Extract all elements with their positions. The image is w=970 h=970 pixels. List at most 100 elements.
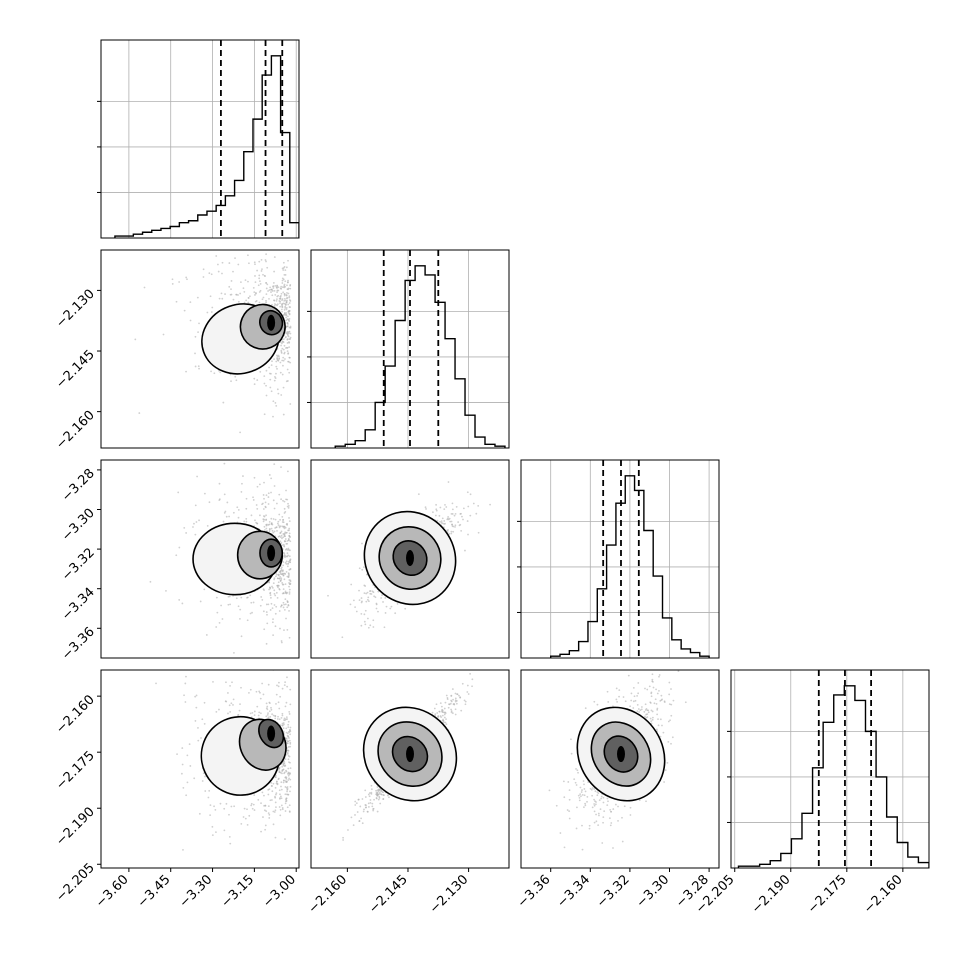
scatter-point bbox=[445, 723, 448, 726]
scatter-point bbox=[263, 382, 266, 385]
scatter-point bbox=[249, 295, 251, 298]
scatter-point bbox=[283, 500, 286, 503]
scatter-point bbox=[270, 523, 273, 525]
scatter-point bbox=[363, 584, 366, 587]
scatter-point bbox=[265, 299, 267, 302]
scatter-point bbox=[270, 288, 273, 291]
scatter-point bbox=[578, 797, 581, 799]
scatter-point bbox=[621, 840, 624, 843]
scatter-point bbox=[273, 299, 275, 302]
scatter-point bbox=[242, 287, 245, 290]
scatter-point bbox=[660, 694, 663, 697]
scatter-point bbox=[599, 808, 602, 811]
scatter-point bbox=[240, 491, 243, 493]
scatter-point bbox=[272, 634, 275, 637]
scatter-point bbox=[243, 520, 246, 523]
ytick-label: −2.205 bbox=[53, 860, 98, 905]
scatter-point bbox=[376, 792, 379, 795]
scatter-point bbox=[251, 807, 254, 810]
scatter-point bbox=[283, 723, 285, 726]
scatter-point bbox=[443, 508, 446, 511]
scatter-point bbox=[286, 315, 289, 318]
scatter-point bbox=[548, 789, 551, 792]
scatter-point bbox=[655, 702, 658, 705]
scatter-point bbox=[271, 713, 274, 716]
scatter-point bbox=[253, 377, 256, 380]
pair-1-0-contours bbox=[201, 303, 286, 375]
scatter-point bbox=[281, 303, 283, 306]
density-peak bbox=[267, 545, 276, 562]
scatter-point bbox=[372, 626, 375, 628]
scatter-point bbox=[367, 600, 370, 603]
scatter-point bbox=[354, 606, 356, 609]
scatter-point bbox=[287, 504, 290, 507]
scatter-point bbox=[221, 441, 223, 443]
scatter-point bbox=[263, 809, 266, 812]
scatter-point bbox=[364, 609, 367, 612]
scatter-point bbox=[220, 292, 223, 295]
scatter-point bbox=[668, 703, 671, 706]
scatter-point bbox=[272, 518, 275, 520]
scatter-point bbox=[209, 814, 212, 817]
scatter-point bbox=[265, 494, 268, 497]
scatter-point bbox=[281, 772, 283, 775]
scatter-point bbox=[450, 530, 453, 533]
scatter-point bbox=[275, 526, 278, 529]
scatter-point bbox=[663, 701, 666, 704]
scatter-point bbox=[283, 572, 286, 575]
scatter-point bbox=[644, 687, 646, 690]
scatter-point bbox=[265, 603, 268, 606]
scatter-point bbox=[281, 373, 284, 376]
scatter-point bbox=[278, 513, 281, 516]
scatter-point bbox=[594, 803, 597, 806]
scatter-point bbox=[266, 613, 268, 616]
scatter-point bbox=[288, 310, 290, 313]
scatter-point bbox=[279, 361, 282, 364]
scatter-point bbox=[289, 561, 291, 564]
scatter-point bbox=[283, 274, 286, 276]
scatter-point bbox=[285, 306, 288, 309]
scatter-point bbox=[254, 519, 256, 522]
scatter-point bbox=[268, 289, 271, 291]
scatter-point bbox=[469, 514, 472, 517]
scatter-point bbox=[640, 708, 643, 711]
scatter-point bbox=[363, 613, 366, 616]
scatter-point bbox=[235, 379, 238, 382]
scatter-point bbox=[434, 713, 437, 716]
scatter-point bbox=[284, 280, 287, 283]
scatter-point bbox=[285, 304, 287, 306]
scatter-point bbox=[278, 300, 281, 302]
scatter-point bbox=[283, 762, 286, 764]
scatter-point bbox=[453, 514, 456, 517]
scatter-point bbox=[265, 527, 268, 530]
scatter-point bbox=[285, 531, 288, 534]
scatter-point bbox=[252, 496, 254, 499]
panel-frame-2-0 bbox=[100, 459, 300, 659]
scatter-point bbox=[449, 520, 452, 523]
panel-frame-2-2 bbox=[520, 459, 720, 659]
scatter-point bbox=[656, 707, 659, 710]
scatter-point bbox=[279, 518, 281, 521]
scatter-point bbox=[233, 651, 235, 654]
scatter-point bbox=[265, 611, 268, 613]
scatter-point bbox=[193, 777, 196, 780]
scatter-point bbox=[460, 529, 463, 532]
scatter-point bbox=[347, 829, 349, 831]
scatter-point bbox=[287, 720, 290, 723]
scatter-point bbox=[274, 786, 277, 789]
scatter-point bbox=[629, 806, 632, 809]
scatter-point bbox=[267, 665, 269, 667]
scatter-point bbox=[286, 524, 289, 526]
scatter-point bbox=[264, 824, 267, 827]
scatter-point bbox=[447, 516, 450, 518]
hist-1-bars bbox=[114, 55, 299, 238]
scatter-point bbox=[361, 822, 364, 825]
scatter-point bbox=[282, 413, 285, 416]
scatter-point bbox=[183, 309, 186, 312]
scatter-point bbox=[265, 810, 268, 813]
scatter-point bbox=[264, 259, 267, 261]
scatter-point bbox=[275, 404, 278, 407]
scatter-point bbox=[282, 291, 285, 294]
scatter-point bbox=[286, 790, 288, 793]
panel-frame-1-0 bbox=[100, 249, 300, 449]
